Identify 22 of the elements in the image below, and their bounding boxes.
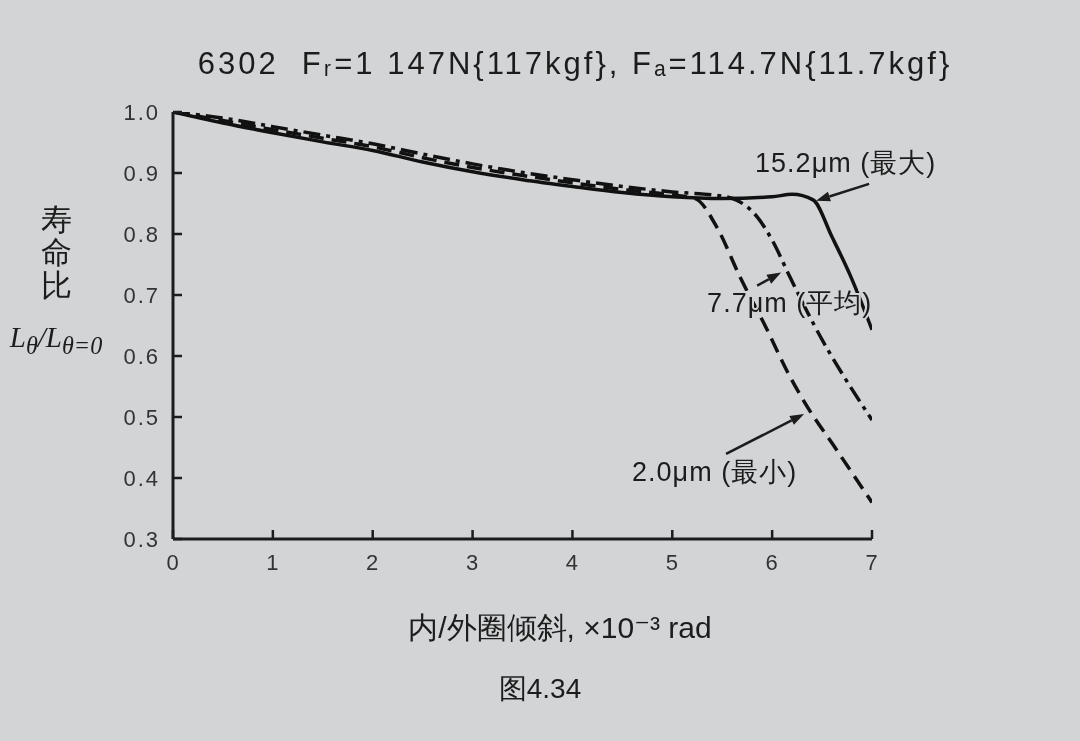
y-tick-label: 0.7 bbox=[123, 282, 160, 308]
y-axis-title: 寿命比 L$_{θ}$/L$_{θ=0}$ bbox=[8, 202, 104, 360]
y-tick-label: 0.5 bbox=[123, 404, 160, 430]
x-tick-label: 3 bbox=[465, 550, 480, 575]
y-tick-label: 0.3 bbox=[123, 526, 160, 552]
x-tick-label: 4 bbox=[565, 550, 580, 575]
x-axis-title: 内/外圈倾斜, ×10⁻³ rad bbox=[407, 610, 713, 646]
y-tick-label: 0.8 bbox=[123, 221, 160, 247]
x-tick-label: 2 bbox=[366, 550, 380, 575]
annotation: 15.2μm (最大) bbox=[755, 147, 937, 178]
x-tick-label: 1 bbox=[266, 550, 280, 575]
y-tick-label: 1.0 bbox=[123, 99, 160, 125]
x-tick-label: 7 bbox=[865, 550, 879, 575]
y-tick-label: 0.4 bbox=[123, 465, 160, 491]
x-tick-label: 5 bbox=[665, 550, 679, 575]
x-tick-label: 0 bbox=[166, 550, 180, 575]
x-tick-label: 6 bbox=[765, 550, 779, 575]
chart-title: 6302 Fᵣ=1 147N{117kgf}, Fₐ=114.7N{11.7kgf} bbox=[196, 46, 954, 82]
annotation: 2.0μm (最小) bbox=[632, 456, 798, 487]
caption: 图4.34 bbox=[497, 672, 583, 706]
y-tick-label: 0.9 bbox=[123, 160, 160, 186]
y-tick-label: 0.6 bbox=[123, 343, 160, 369]
